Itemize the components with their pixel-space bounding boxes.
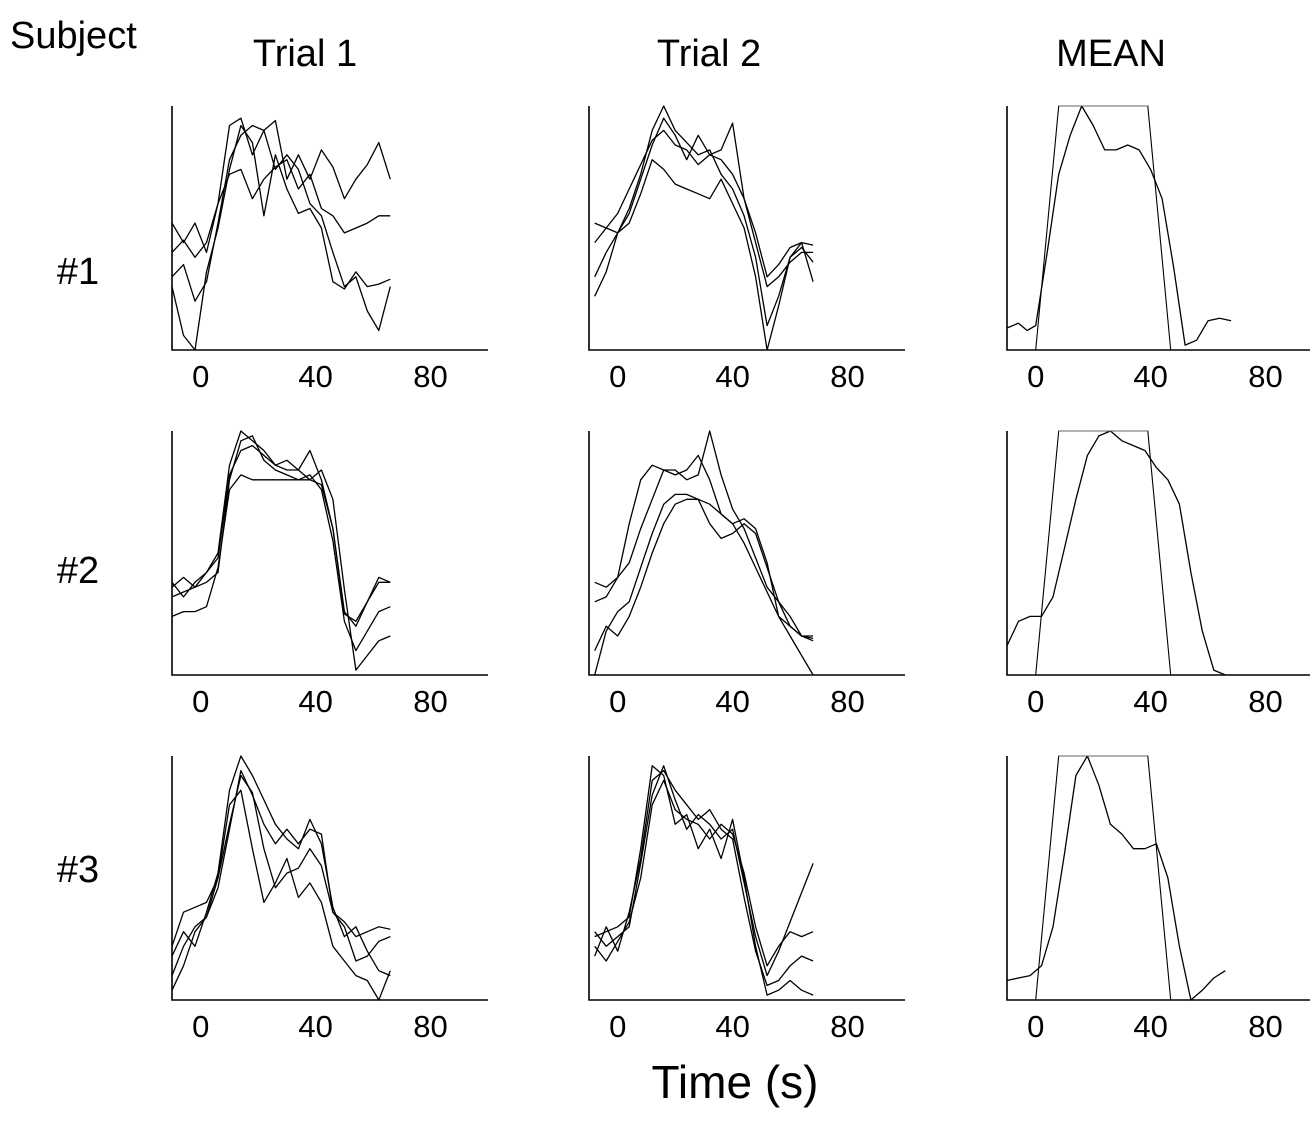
x-tick-label: 40 (1133, 359, 1167, 394)
x-tick-label: 0 (609, 1009, 626, 1044)
column-header-mean: MEAN (1056, 33, 1166, 75)
axes (171, 431, 488, 676)
signal-trace (594, 105, 814, 327)
column-header-trial-2: Trial 2 (657, 33, 761, 75)
signal-trace (171, 755, 391, 977)
signal-trace (171, 124, 391, 351)
signal-trace (1006, 430, 1226, 676)
x-tick-label: 0 (1027, 359, 1044, 394)
signal-trace (171, 435, 391, 652)
x-tick-label: 80 (1248, 1009, 1282, 1044)
subject-header: Subject (10, 15, 137, 57)
signal-trace (171, 430, 391, 622)
signal-trace (171, 469, 391, 671)
x-tick-label: 80 (1248, 359, 1282, 394)
x-tick-label: 80 (1248, 684, 1282, 719)
stimulus-boxcar (1035, 755, 1172, 1001)
signal-trace (594, 159, 814, 351)
signal-trace (594, 430, 814, 637)
column-header-trial-1: Trial 1 (253, 33, 357, 75)
signal-trace (171, 124, 391, 332)
x-tick-label: 40 (298, 684, 332, 719)
x-tick-label: 40 (1133, 1009, 1167, 1044)
axes (588, 106, 905, 351)
x-tick-label: 0 (1027, 684, 1044, 719)
x-tick-label: 0 (192, 1009, 209, 1044)
stimulus-boxcar (1035, 105, 1172, 351)
panel-3-trial-1: 0 40 80 (171, 755, 488, 1044)
panel-2-mean: 0 40 80 (1006, 430, 1310, 719)
row-label-subject-2: #2 (57, 550, 99, 592)
signal-trace (594, 454, 814, 642)
signal-trace (171, 117, 391, 254)
panel-3-mean: 0 40 80 (1006, 755, 1310, 1044)
panel-1-trial-1: 0 40 80 (171, 106, 488, 394)
axes (171, 756, 488, 1001)
signal-trace (594, 129, 814, 288)
axes (1006, 106, 1310, 351)
x-tick-label: 40 (715, 1009, 749, 1044)
signal-trace (594, 779, 814, 967)
panel-2-trial-2: 0 40 80 (588, 430, 905, 719)
signal-trace (594, 769, 814, 987)
x-tick-label: 80 (413, 359, 447, 394)
stimulus-boxcar (1035, 430, 1172, 676)
x-tick-label: 0 (192, 359, 209, 394)
x-tick-label: 80 (830, 359, 864, 394)
panel-1-mean: 0 40 80 (1006, 105, 1310, 394)
signal-trace (171, 789, 391, 1001)
axes (588, 431, 905, 676)
x-tick-label: 40 (298, 359, 332, 394)
x-tick-label: 80 (830, 684, 864, 719)
signal-trace (594, 765, 814, 996)
signal-trace (594, 117, 814, 282)
x-tick-label: 40 (298, 1009, 332, 1044)
signal-trace (594, 498, 814, 676)
panels-grid: 0 40 80 0 40 80 0 40 80 0 40 80 0 40 80 0 40 80 0 40 80 0 40 80… (171, 105, 1310, 1044)
x-tick-label: 0 (609, 684, 626, 719)
x-tick-label: 40 (715, 359, 749, 394)
x-tick-label: 80 (830, 1009, 864, 1044)
signal-trace (171, 774, 391, 947)
x-tick-label: 80 (413, 684, 447, 719)
row-label-subject-3: #3 (57, 849, 99, 891)
row-label-subject-1: #1 (57, 251, 99, 293)
x-tick-label: 0 (192, 684, 209, 719)
x-tick-label: 40 (715, 684, 749, 719)
x-tick-label: 40 (1133, 684, 1167, 719)
axes (588, 756, 905, 1001)
axes (1006, 756, 1310, 1001)
panel-1-trial-2: 0 40 80 (588, 105, 905, 394)
panel-2-trial-1: 0 40 80 (171, 430, 488, 719)
x-tick-label: 0 (609, 359, 626, 394)
axes (171, 106, 488, 351)
axes (1006, 431, 1310, 676)
signal-trace (1006, 105, 1232, 346)
signal-trace (171, 444, 391, 627)
signal-trace (171, 769, 391, 976)
x-tick-label: 0 (1027, 1009, 1044, 1044)
panel-3-trial-2: 0 40 80 (588, 756, 905, 1044)
signal-trace (1006, 755, 1226, 1001)
signal-trace (171, 159, 391, 258)
signal-trace (594, 493, 814, 676)
x-tick-label: 80 (413, 1009, 447, 1044)
x-axis-label: Time (s) (652, 1056, 819, 1108)
